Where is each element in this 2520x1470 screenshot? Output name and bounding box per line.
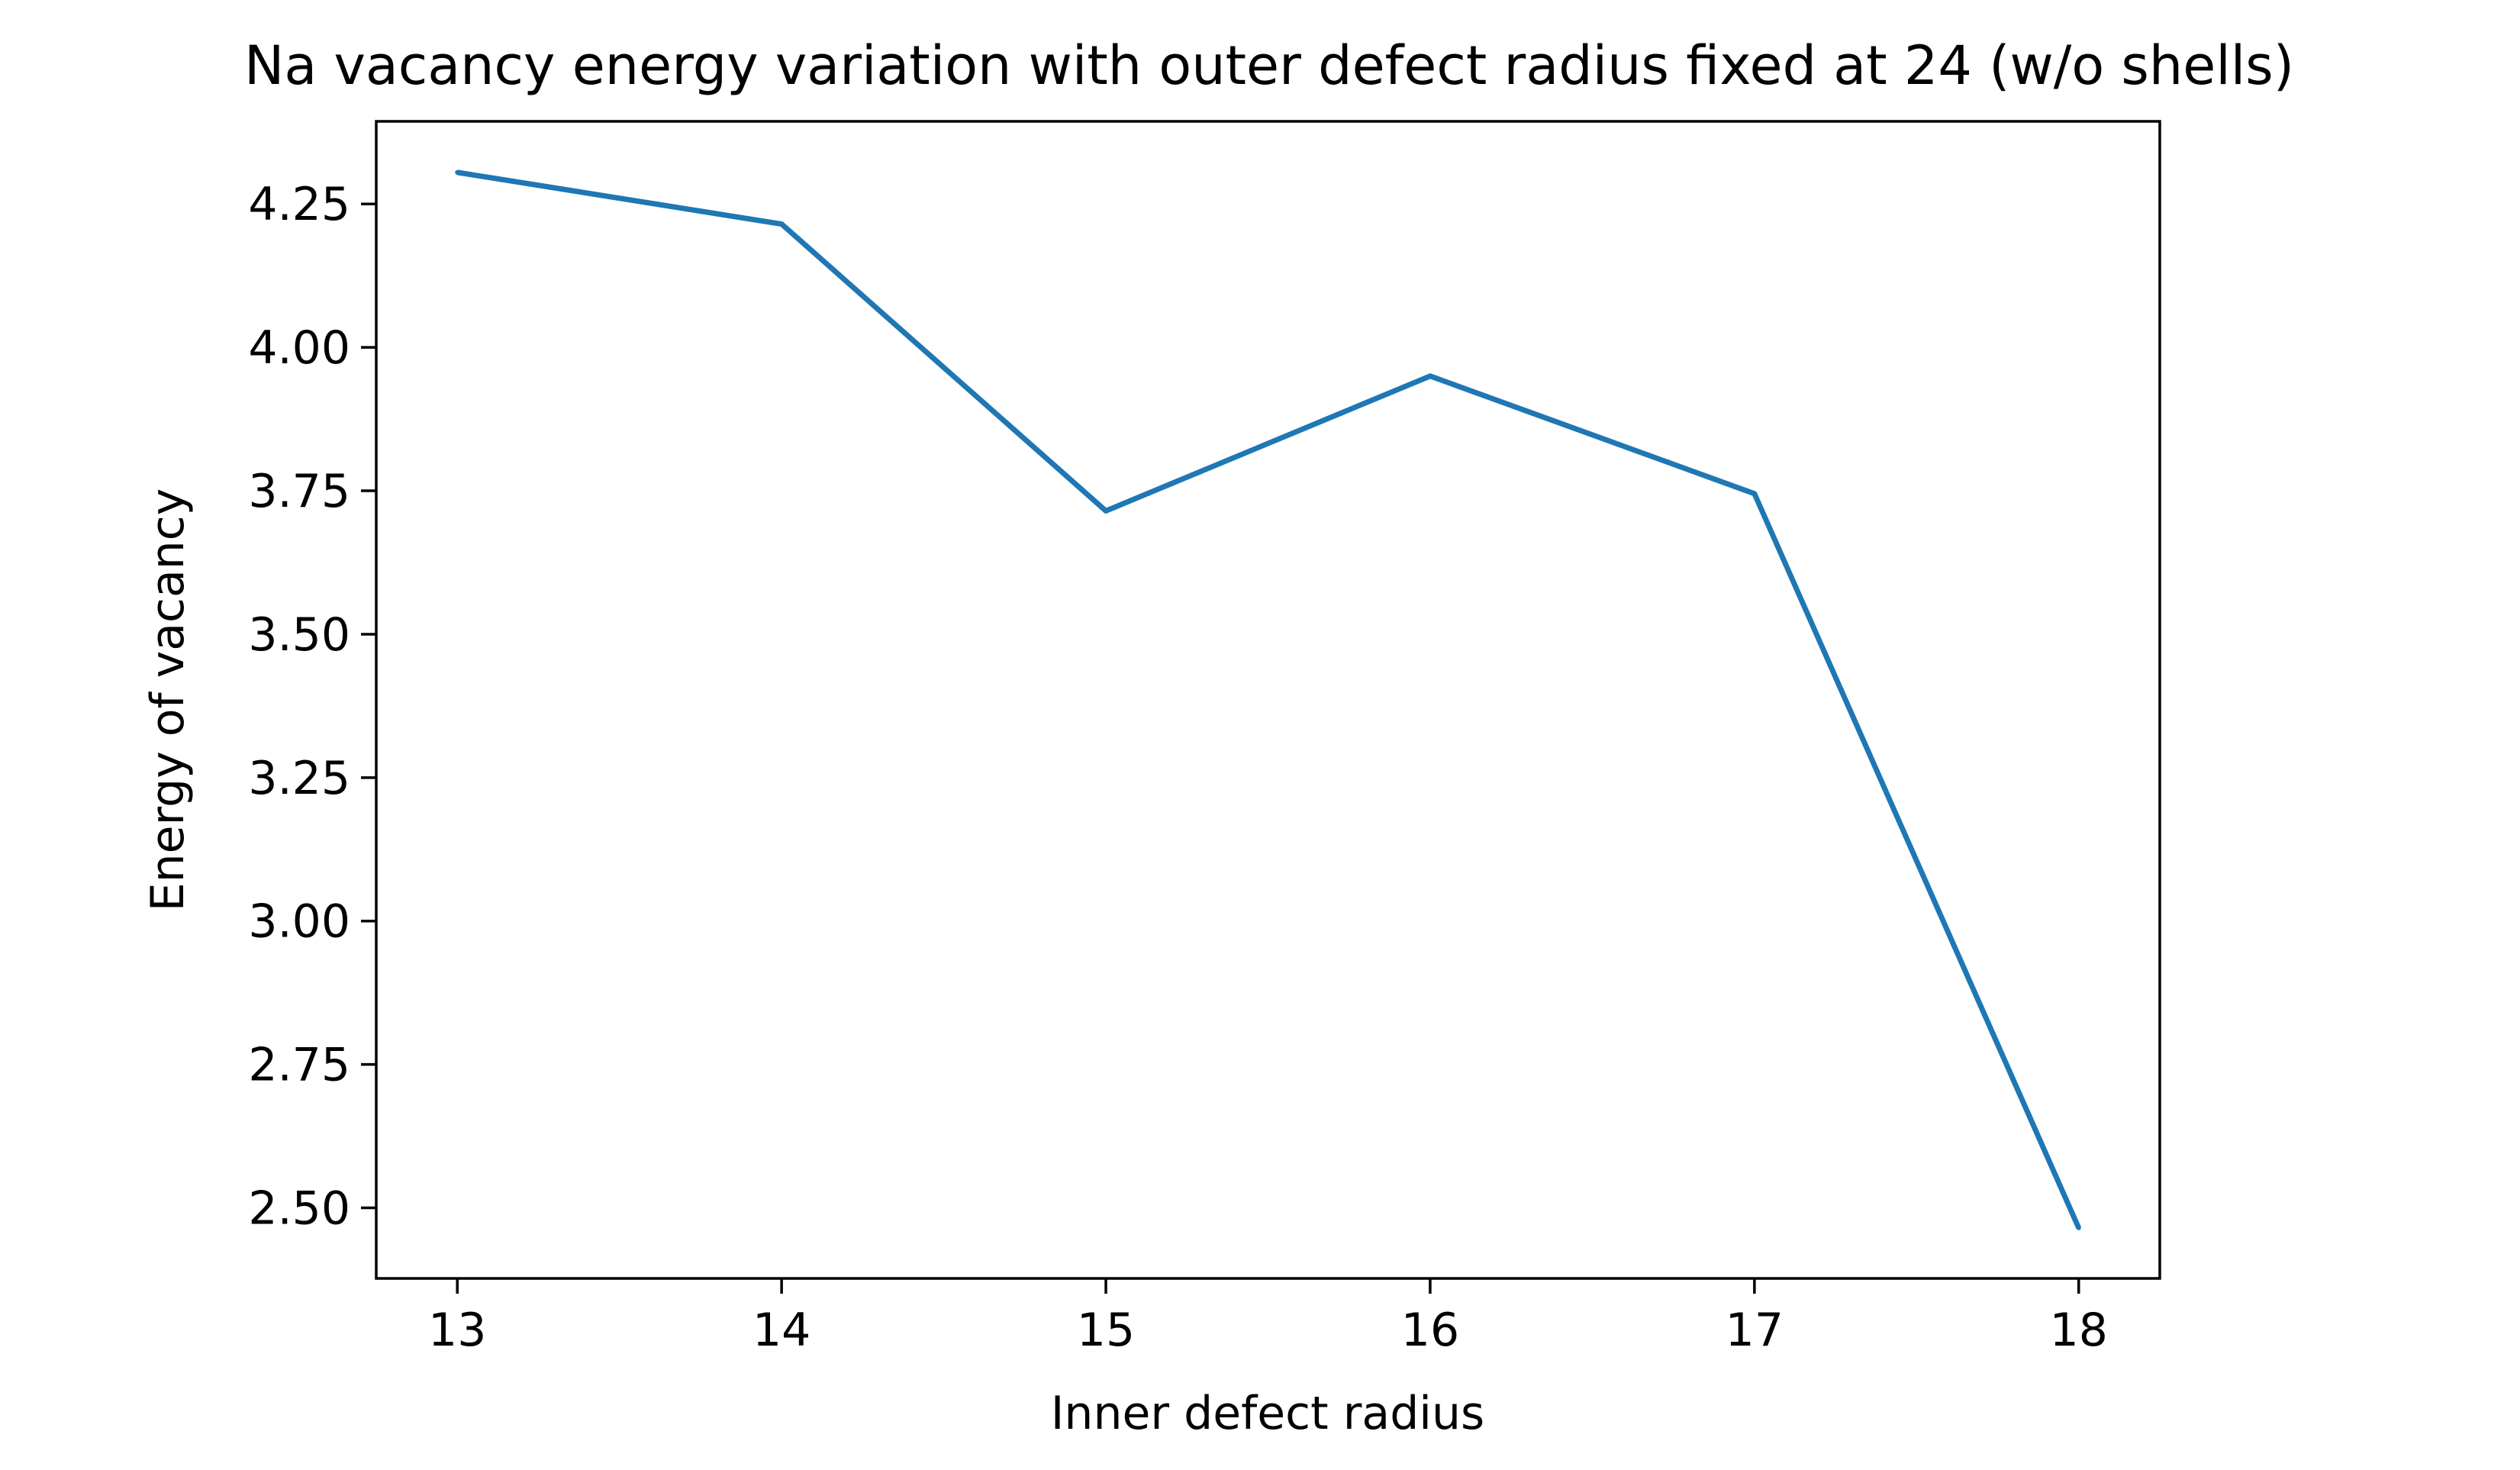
y-tick-label: 4.00 [248,321,350,375]
x-tick-label: 17 [1726,1304,1784,1357]
y-tick-label: 3.50 [248,608,350,662]
data-point [1104,508,1109,514]
data-point [455,169,460,175]
x-axis-label: Inner defect radius [1051,1387,1485,1440]
y-tick-label: 3.25 [248,752,350,805]
y-axis-ticks: 2.50 2.75 3.00 3.25 3.50 3.75 4.00 4.25 [248,178,376,1236]
chart-title: Na vacancy energy variation with outer d… [244,34,2294,97]
x-tick-label: 13 [428,1304,486,1357]
x-tick-label: 14 [752,1304,810,1357]
x-axis-ticks: 13 14 15 16 17 18 [428,1278,2108,1357]
y-tick-label: 2.75 [248,1039,350,1092]
data-point [779,221,785,227]
y-axis-label: Energy of vacancy [141,488,195,912]
x-tick-label: 18 [2050,1304,2108,1357]
x-tick-label: 16 [1401,1304,1459,1357]
series-line [456,169,2081,1230]
data-point [1427,373,1432,379]
x-tick-label: 15 [1077,1304,1135,1357]
y-tick-label: 2.50 [248,1182,350,1236]
data-point [2076,1225,2081,1230]
plot-frame [375,120,2161,1280]
y-tick-label: 4.25 [248,178,350,231]
data-point [1751,491,1757,496]
y-tick-label: 3.00 [248,895,350,949]
y-tick-label: 3.75 [248,465,350,518]
series-group [455,169,2081,1230]
